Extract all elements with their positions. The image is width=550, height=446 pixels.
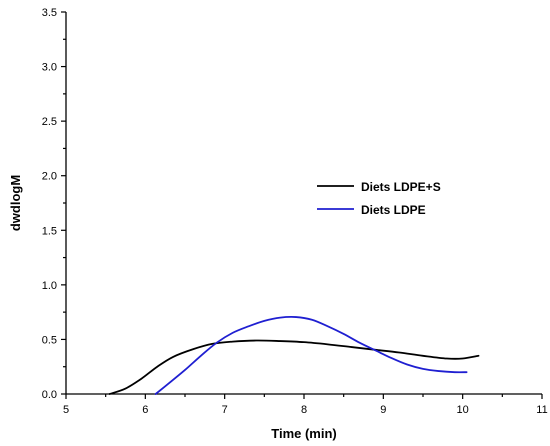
y-tick-label: 1.0 (42, 280, 57, 292)
x-axis-title: Time (min) (271, 426, 337, 441)
x-tick-label: 6 (142, 404, 148, 416)
y-ticks: 0.0 0.5 1.0 1.5 2.0 2.5 3.0 3.5 (42, 7, 66, 401)
series-line-ldpe-s (108, 339, 480, 395)
chart-legend: Diets LDPE+S Diets LDPE (317, 180, 441, 217)
x-tick-label: 7 (222, 404, 228, 416)
x-tick-label: 11 (536, 404, 547, 416)
x-tick-label: 8 (301, 404, 307, 416)
y-tick-label: 0.0 (42, 389, 57, 401)
y-tick-label: 3.0 (42, 62, 57, 74)
chart-axes (65, 12, 542, 395)
x-ticks: 5 6 7 8 9 10 11 (63, 394, 548, 416)
legend-label-ldpe-s: Diets LDPE+S (361, 180, 441, 194)
series-layer (108, 315, 480, 395)
y-tick-label: 2.5 (42, 116, 57, 128)
x-tick-label: 9 (380, 404, 386, 416)
y-tick-label: 2.0 (42, 171, 57, 183)
legend-label-ldpe: Diets LDPE (361, 203, 426, 217)
series-line-ldpe (154, 315, 468, 395)
y-axis-title: dwdlogM (8, 175, 23, 231)
y-tick-label: 1.5 (42, 225, 57, 237)
x-tick-label: 10 (457, 404, 469, 416)
y-tick-label: 0.5 (42, 334, 57, 346)
x-tick-label: 5 (63, 404, 69, 416)
y-tick-label: 3.5 (42, 7, 57, 19)
